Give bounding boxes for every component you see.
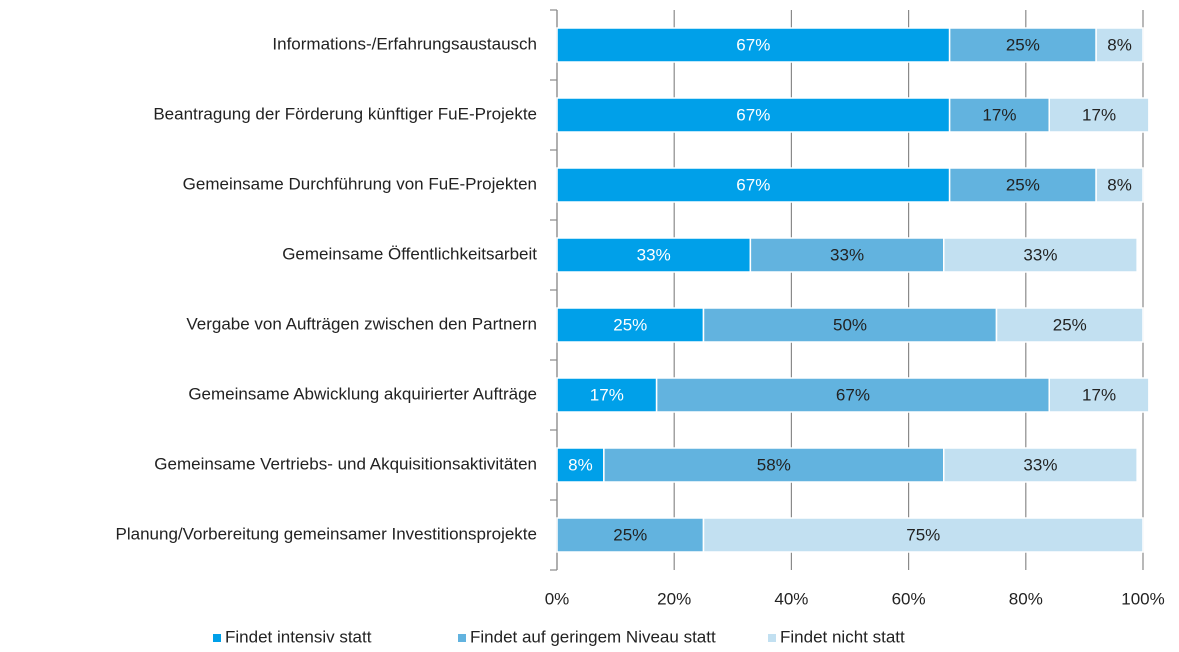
bar-segment	[1095, 27, 1144, 63]
bar-segment	[556, 307, 705, 343]
bar-segment	[1048, 377, 1150, 413]
data-label: 50%	[833, 315, 867, 334]
legend-label: Findet auf geringem Niveau statt	[470, 627, 716, 646]
y-tick-label: Gemeinsame Abwicklung akquirierter Auftr…	[188, 384, 537, 403]
data-label: 67%	[736, 105, 770, 124]
bar-segment	[995, 307, 1144, 343]
data-label: 67%	[736, 35, 770, 54]
bar-segment	[556, 447, 605, 483]
data-label: 8%	[1107, 175, 1132, 194]
data-label: 75%	[906, 525, 940, 544]
y-tick-label: Gemeinsame Durchführung von FuE-Projekte…	[183, 174, 537, 193]
bar-segment	[948, 27, 1097, 63]
x-tick-label: 0%	[545, 589, 570, 608]
data-label: 25%	[1053, 315, 1087, 334]
bar-segment	[556, 517, 705, 553]
data-label: 67%	[836, 385, 870, 404]
data-label: 33%	[1023, 455, 1057, 474]
y-tick-label: Informations-/Erfahrungsaustausch	[272, 34, 537, 53]
data-label: 25%	[613, 525, 647, 544]
x-tick-label: 80%	[1009, 589, 1043, 608]
y-tick-label: Beantragung der Förderung künftiger FuE-…	[153, 104, 537, 123]
bar-segment	[1048, 97, 1150, 133]
bar-segment	[556, 167, 951, 203]
data-label: 17%	[590, 385, 624, 404]
data-label: 33%	[637, 245, 671, 264]
legend-label: Findet intensiv statt	[225, 627, 372, 646]
data-label: 58%	[757, 455, 791, 474]
bar-segment	[556, 377, 658, 413]
legend-swatch	[213, 634, 221, 642]
bar-segment	[948, 167, 1097, 203]
data-label: 33%	[830, 245, 864, 264]
bar-segment	[948, 97, 1050, 133]
bar-segment	[702, 517, 1144, 553]
legend-swatch	[458, 634, 466, 642]
x-tick-label: 40%	[774, 589, 808, 608]
legend-label: Findet nicht statt	[780, 627, 905, 646]
data-label: 25%	[613, 315, 647, 334]
y-tick-label: Gemeinsame Vertriebs- und Akquisitionsak…	[154, 454, 537, 473]
data-label: 8%	[1107, 35, 1132, 54]
data-label: 17%	[1082, 385, 1116, 404]
bar-segment	[1095, 167, 1144, 203]
data-label: 25%	[1006, 35, 1040, 54]
data-label: 25%	[1006, 175, 1040, 194]
x-tick-label: 100%	[1121, 589, 1164, 608]
x-tick-label: 20%	[657, 589, 691, 608]
data-label: 17%	[1082, 105, 1116, 124]
bar-segment	[943, 447, 1138, 483]
y-tick-label: Gemeinsame Öffentlichkeitsarbeit	[282, 244, 537, 263]
legend-swatch	[768, 634, 776, 642]
data-label: 67%	[736, 175, 770, 194]
data-label: 33%	[1023, 245, 1057, 264]
x-tick-label: 60%	[892, 589, 926, 608]
bar-segment	[943, 237, 1138, 273]
bar-segment	[749, 237, 945, 273]
bar-segment	[702, 307, 998, 343]
bar-segment	[603, 447, 945, 483]
data-label: 8%	[568, 455, 593, 474]
data-label: 17%	[982, 105, 1016, 124]
y-tick-label: Planung/Vorbereitung gemeinsamer Investi…	[116, 524, 537, 543]
bar-segment	[556, 27, 951, 63]
bar-segment	[556, 237, 752, 273]
y-tick-label: Vergabe von Aufträgen zwischen den Partn…	[186, 314, 537, 333]
